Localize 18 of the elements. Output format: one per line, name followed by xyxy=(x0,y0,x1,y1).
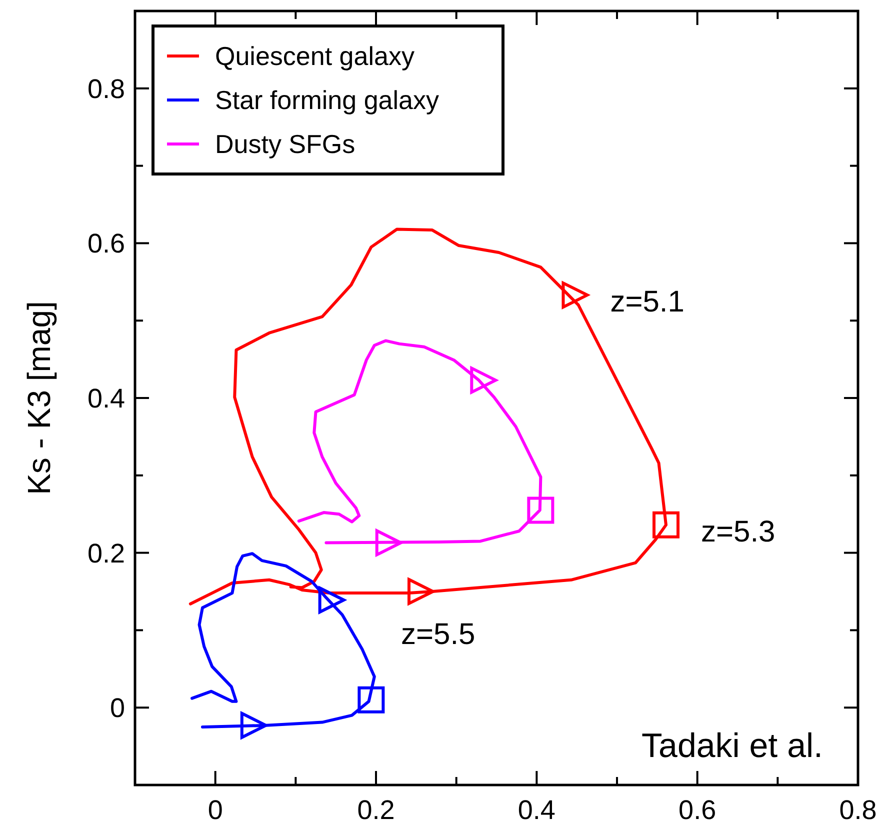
x-tick-label: 0.6 xyxy=(678,795,716,822)
y-tick-label: 0.2 xyxy=(87,538,125,568)
y-axis-title: Ks - K3 [mag] xyxy=(21,301,57,495)
annotation: z=5.3 xyxy=(701,515,776,548)
y-tick-label: 0.6 xyxy=(87,228,125,259)
legend-label: Quiescent galaxy xyxy=(215,41,414,72)
x-tick-label: 0.8 xyxy=(839,795,877,822)
x-tick-label: 0 xyxy=(208,795,223,822)
x-tick-label: 0.2 xyxy=(357,795,395,822)
legend-label: Dusty SFGs xyxy=(215,129,356,160)
y-tick-label: 0.8 xyxy=(87,74,125,104)
annotation: Tadaki et al. xyxy=(642,727,823,765)
annotation: z=5.1 xyxy=(610,286,684,319)
y-tick-label: 0.4 xyxy=(87,383,125,414)
legend-label: Star forming galaxy xyxy=(215,85,439,116)
annotation: z=5.5 xyxy=(400,618,476,651)
y-tick-label: 0 xyxy=(110,693,125,724)
x-tick-label: 0.4 xyxy=(518,795,556,822)
